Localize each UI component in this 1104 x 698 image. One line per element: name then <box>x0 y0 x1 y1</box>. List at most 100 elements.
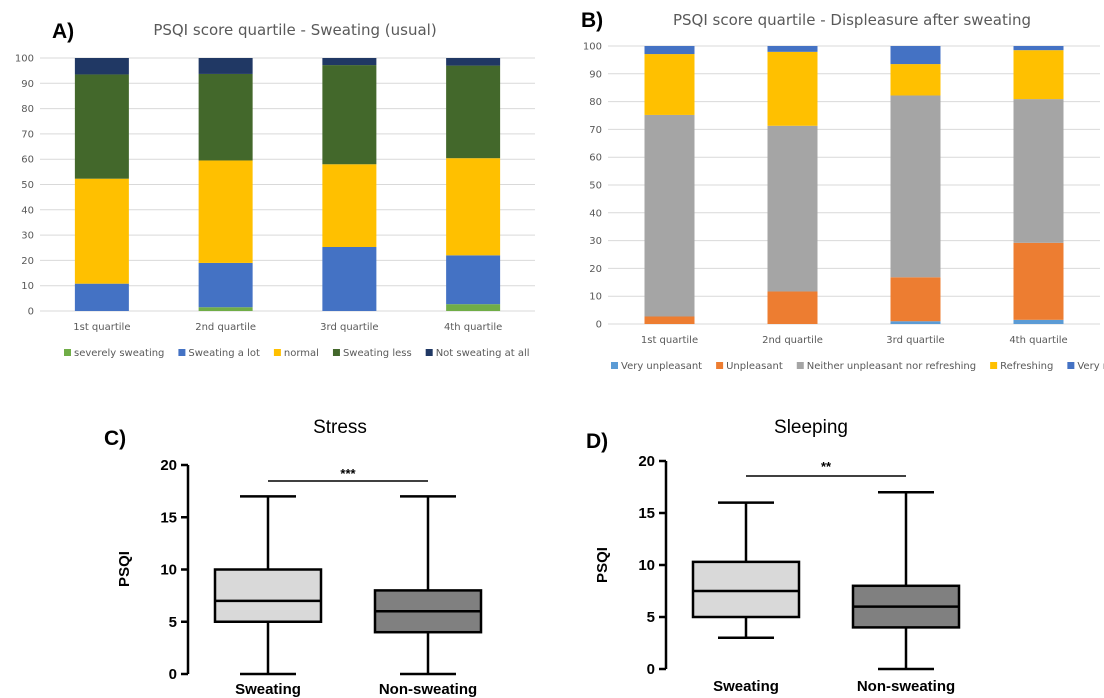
legend-label-b-refreshing: Refreshing <box>1000 361 1053 372</box>
y-tick-label-d-5: 5 <box>647 609 655 626</box>
y-tick-label-b-20: 20 <box>589 264 602 275</box>
y-axis-label-d: PSQI <box>594 547 611 583</box>
y-tick-label-a-30: 30 <box>21 231 34 242</box>
chart-d-sleeping-boxplot: Sleeping PSQI 0 5 10 15 20 Sweating Non-sweating <box>594 417 961 695</box>
x-tick-label-b-2nd-quartile: 2nd quartile <box>762 335 823 346</box>
bar-segment-a-2nd-quartile-normal <box>198 160 253 263</box>
legend-swatch-b-unpleasant <box>716 362 724 369</box>
y-tick-label-b-10: 10 <box>589 292 602 303</box>
x-tick-label-a-2nd-quartile: 2nd quartile <box>195 322 256 333</box>
panel-letter-a: A) <box>52 20 74 43</box>
bar-segment-a-4th-quartile-sweating-a-lot <box>446 255 501 305</box>
x-category-label-c-sweating: Sweating <box>235 681 301 698</box>
y-tick-label-a-100: 100 <box>15 54 34 65</box>
bar-segment-b-2nd-quartile-neither-unpleasant-nor-refreshing <box>767 125 818 292</box>
y-axis-label-c: PSQI <box>116 551 133 587</box>
y-tick-label-c-10: 10 <box>160 562 177 579</box>
panel-letter-c: C) <box>104 427 126 450</box>
bar-segment-b-1st-quartile-unpleasant <box>644 316 695 324</box>
y-tick-label-c-5: 5 <box>169 614 177 631</box>
box-c-sweating <box>213 568 323 623</box>
y-tick-label-a-0: 0 <box>28 307 34 318</box>
bar-segment-a-4th-quartile-not-sweating-at-all <box>446 58 501 66</box>
x-tick-label-a-4th-quartile: 4th quartile <box>444 322 502 333</box>
bar-segment-b-3rd-quartile-very-unpleasant <box>890 321 941 324</box>
legend-label-b-very-unpleasant: Very unpleasant <box>621 361 702 372</box>
y-tick-label-d-20: 20 <box>638 453 655 470</box>
bar-segment-b-4th-quartile-very-unpleasant <box>1013 319 1064 324</box>
significance-bracket-d: ** <box>746 459 906 477</box>
y-tick-label-a-20: 20 <box>21 256 34 267</box>
legend-swatch-b-refreshing <box>990 362 998 369</box>
chart-c-stress-boxplot: Stress PSQI 0 5 10 15 20 Sweating Non-sweating <box>116 417 483 698</box>
x-tick-label-b-1st-quartile: 1st quartile <box>641 335 698 346</box>
bar-segment-b-4th-quartile-very-refreshing <box>1013 46 1064 51</box>
bar-segment-a-1st-quartile-normal <box>74 178 129 284</box>
bar-segment-b-2nd-quartile-unpleasant <box>767 291 818 324</box>
significance-bracket-c: *** <box>268 466 428 482</box>
bar-segment-b-3rd-quartile-very-refreshing <box>890 46 941 65</box>
legend-swatch-a-not-sweating-at-all <box>425 349 433 356</box>
bar-segment-a-4th-quartile-normal <box>446 158 501 256</box>
y-tick-label-c-0: 0 <box>169 666 177 683</box>
bar-segment-b-1st-quartile-neither-unpleasant-nor-refreshing <box>644 114 695 317</box>
legend-label-b-unpleasant: Unpleasant <box>726 361 783 372</box>
legend-swatch-b-neither-unpleasant-nor-refreshing <box>796 362 804 369</box>
bar-segment-b-2nd-quartile-very-refreshing <box>767 46 818 52</box>
y-tick-label-c-20: 20 <box>160 457 177 474</box>
y-tick-label-b-80: 80 <box>589 97 602 108</box>
legend-label-b-neither-unpleasant-nor-refreshing: Neither unpleasant nor refreshing <box>807 361 976 372</box>
legend-swatch-b-very-unpleasant <box>611 362 618 369</box>
panel-letter-b: B) <box>581 9 603 32</box>
bar-segment-b-3rd-quartile-neither-unpleasant-nor-refreshing <box>890 95 941 278</box>
legend-swatch-a-severely-sweating <box>64 349 71 356</box>
legend-label-b-very-refreshing: Very refreshing <box>1077 361 1104 372</box>
bar-segment-b-3rd-quartile-unpleasant <box>890 277 941 322</box>
bar-segment-a-3rd-quartile-sweating-a-lot <box>322 246 377 311</box>
significance-label-d: ** <box>821 459 832 474</box>
legend-swatch-a-sweating-a-lot <box>178 349 186 356</box>
bar-segment-a-2nd-quartile-sweating-a-lot <box>198 262 253 308</box>
legend-label-a-normal: normal <box>284 348 319 359</box>
x-tick-label-a-1st-quartile: 1st quartile <box>73 322 130 333</box>
y-tick-label-b-50: 50 <box>589 181 602 192</box>
bar-segment-a-1st-quartile-not-sweating-at-all <box>74 58 129 75</box>
chart-b-displeasure-after-sweating: PSQI score quartile - Displeasure after … <box>583 11 1104 372</box>
legend-label-a-sweating-less: Sweating less <box>343 348 412 359</box>
chart-a-sweating-usual: PSQI score quartile - Sweating (usual) 0 1… <box>15 21 535 359</box>
chart-title-b: PSQI score quartile - Displeasure after … <box>673 11 1031 29</box>
bar-segment-a-3rd-quartile-not-sweating-at-all <box>322 58 377 66</box>
y-tick-label-b-0: 0 <box>596 320 602 331</box>
chart-title-c: Stress <box>313 417 367 438</box>
x-tick-label-b-4th-quartile: 4th quartile <box>1009 335 1067 346</box>
y-tick-label-d-15: 15 <box>638 505 655 522</box>
x-category-label-d-sweating: Sweating <box>713 678 779 695</box>
bar-segment-a-2nd-quartile-not-sweating-at-all <box>198 58 253 74</box>
y-tick-label-b-70: 70 <box>589 125 602 136</box>
y-tick-label-b-30: 30 <box>589 236 602 247</box>
y-tick-label-a-10: 10 <box>21 281 34 292</box>
chart-title-d: Sleeping <box>774 417 848 438</box>
x-category-label-c-non-sweating: Non-sweating <box>379 681 477 698</box>
y-tick-label-d-0: 0 <box>647 661 655 678</box>
significance-label-c: *** <box>340 466 356 481</box>
bar-segment-a-1st-quartile-sweating-a-lot <box>74 283 129 311</box>
x-category-label-d-non-sweating: Non-sweating <box>857 678 955 695</box>
bar-segment-b-1st-quartile-refreshing <box>644 54 695 115</box>
bar-segment-b-3rd-quartile-refreshing <box>890 64 941 96</box>
bar-segment-b-4th-quartile-neither-unpleasant-nor-refreshing <box>1013 99 1064 243</box>
box-d-sweating <box>691 560 801 619</box>
y-tick-label-a-70: 70 <box>21 129 34 140</box>
y-tick-label-a-80: 80 <box>21 104 34 115</box>
legend-label-a-sweating-a-lot: Sweating a lot <box>188 348 260 359</box>
bar-segment-a-2nd-quartile-sweating-less <box>198 73 253 161</box>
bar-segment-a-3rd-quartile-sweating-less <box>322 65 377 165</box>
legend-swatch-a-sweating-less <box>332 349 340 356</box>
bar-segment-a-1st-quartile-sweating-less <box>74 74 129 179</box>
bar-segment-a-3rd-quartile-normal <box>322 164 377 247</box>
y-tick-label-c-15: 15 <box>160 509 177 526</box>
legend-swatch-b-very-refreshing <box>1067 362 1075 369</box>
bar-segment-a-4th-quartile-severely-sweating <box>446 304 501 311</box>
bar-segment-a-2nd-quartile-severely-sweating <box>198 307 253 311</box>
